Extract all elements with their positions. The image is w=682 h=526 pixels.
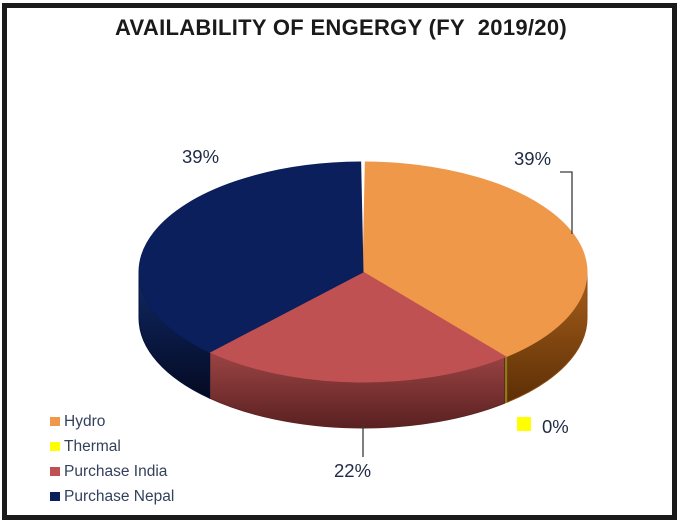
svg-text:39%: 39%: [182, 146, 219, 167]
svg-text:0%: 0%: [542, 416, 569, 437]
svg-text:22%: 22%: [334, 460, 371, 481]
svg-text:39%: 39%: [514, 148, 551, 169]
